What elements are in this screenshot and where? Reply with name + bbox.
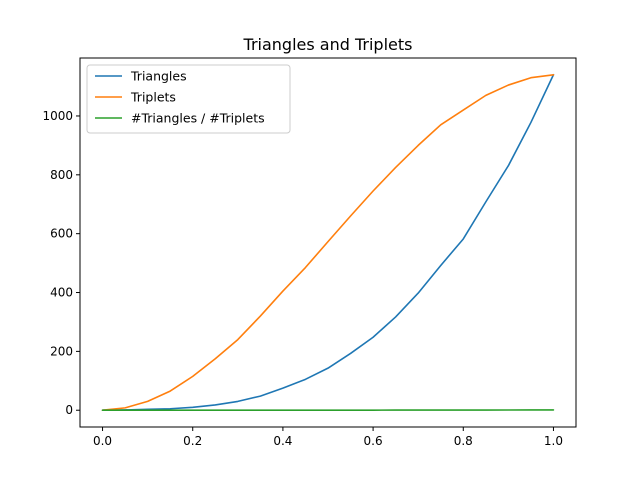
legend-label-2: Triplets xyxy=(130,90,176,105)
y-tick-label: 600 xyxy=(50,227,73,241)
series-layer xyxy=(101,73,555,412)
y-tick-label: 800 xyxy=(50,168,73,182)
y-tick-label: 400 xyxy=(50,286,73,300)
x-tick-label: 0.2 xyxy=(183,434,202,448)
x-axis: 0.0 0.2 0.4 0.6 0.8 1.0 xyxy=(93,427,563,448)
series-line-2 xyxy=(101,73,555,412)
x-tick-label: 1.0 xyxy=(544,434,563,448)
x-tick-label: 0.6 xyxy=(364,434,383,448)
plot-area xyxy=(79,57,577,428)
x-tick-label: 0.0 xyxy=(93,434,112,448)
legend-label-1: Triangles xyxy=(130,69,187,84)
legend-label-3: #Triangles / #Triplets xyxy=(131,111,265,126)
series-line-1 xyxy=(101,73,555,412)
y-tick-label: 0 xyxy=(65,403,73,417)
y-tick-label: 200 xyxy=(50,344,73,358)
chart-title: Triangles and Triplets xyxy=(243,35,413,54)
x-tick-label: 0.8 xyxy=(454,434,473,448)
legend-box xyxy=(86,64,291,134)
legend: Triangles Triplets #Triangles / #Triplets xyxy=(86,64,291,134)
x-tick-label: 0.4 xyxy=(273,434,292,448)
axes-frame xyxy=(79,57,577,428)
y-tick-label: 1000 xyxy=(42,109,73,123)
y-axis: 0 200 400 600 800 1000 xyxy=(42,109,80,417)
